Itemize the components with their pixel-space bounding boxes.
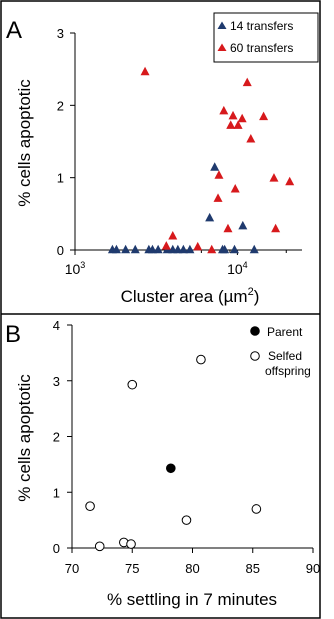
point-60-transfers — [285, 176, 295, 186]
panel-b-legend: Parent Selfed offspring — [250, 325, 311, 378]
panel-a-y-tick-label: 3 — [57, 26, 64, 41]
point-selfed-offspring — [85, 501, 95, 511]
point-14-transfers — [130, 244, 140, 254]
panel-b-xlabel: % settling in 7 minutes — [107, 590, 277, 609]
panel-b-label: B — [5, 321, 21, 348]
panel-a-x-tick-label: 103 — [65, 260, 86, 277]
panel-b: B % cells apoptotic 0 1 2 3 4 70 75 80 85 90 Par… — [5, 318, 320, 609]
panel-a: A % cells apoptotic 0 1 2 3 103 104 14 trans… — [6, 12, 319, 306]
panel-a-legend: 14 transfers 60 transfers — [213, 12, 319, 63]
point-14-transfers — [249, 244, 259, 254]
point-60-transfers — [140, 66, 150, 76]
panel-b-y-tick-label: 2 — [53, 430, 60, 445]
point-selfed-offspring — [126, 539, 136, 549]
panel-a-xlabel-sup: 2 — [248, 286, 254, 298]
point-14-transfers — [178, 244, 188, 254]
legend-label-14-transfers: 14 transfers — [230, 19, 293, 33]
point-14-transfers — [147, 244, 157, 254]
point-60-transfers — [269, 173, 279, 182]
panel-a-legend-box — [213, 12, 319, 63]
panel-a-label: A — [6, 17, 22, 44]
legend-marker-60-transfers — [217, 43, 227, 51]
point-14-transfers — [185, 244, 195, 254]
point-14-transfers — [153, 244, 163, 254]
panel-a-x-tick-label: 104 — [227, 260, 248, 277]
panel-a-y-tick-label: 0 — [57, 243, 64, 258]
point-selfed-offspring — [94, 541, 105, 552]
point-60-transfers — [226, 120, 236, 129]
point-14-transfers — [220, 244, 230, 254]
point-selfed-offspring — [251, 504, 262, 514]
legend-label-offspring: offspring — [265, 364, 311, 378]
panel-a-y-tick-label: 2 — [57, 98, 64, 113]
point-60-transfers — [237, 113, 247, 123]
panel-b-x-tick-label: 70 — [65, 561, 79, 576]
panel-a-y-axis-label: % cells apoptotic — [15, 79, 34, 207]
panel-b-y-tick-label: 3 — [53, 374, 60, 389]
panel-a-ylabel: % cells apoptotic — [15, 79, 34, 207]
point-14-transfers — [230, 244, 240, 254]
point-14-transfers — [205, 212, 215, 222]
panel-a-y-tick-label: 1 — [57, 171, 64, 186]
panel-b-y-tick-label: 1 — [53, 485, 60, 500]
legend-marker-parent — [250, 326, 260, 336]
point-60-transfers — [230, 183, 240, 193]
point-60-transfers — [219, 105, 229, 115]
point-14-transfers — [121, 244, 131, 254]
panel-b-y-tick-label: 0 — [53, 541, 60, 556]
legend-label-60-transfers: 60 transfers — [230, 41, 293, 55]
figure-border — [0, 0, 321, 619]
point-selfed-offspring — [127, 379, 138, 390]
point-60-transfers — [259, 111, 269, 121]
point-selfed-offspring — [196, 354, 206, 365]
point-60-transfers — [213, 193, 223, 202]
point-selfed-offspring — [181, 515, 192, 525]
point-14-transfers — [111, 244, 121, 254]
point-60-transfers — [271, 223, 281, 233]
point-parent — [166, 463, 176, 474]
legend-label-selfed: Selfed — [268, 349, 302, 363]
point-60-transfers — [168, 230, 178, 240]
point-60-transfers — [207, 244, 217, 254]
panel-b-ylabel: % cells apoptotic — [15, 374, 34, 502]
panel-a-xlabel-base: Cluster area (µm — [121, 287, 248, 306]
point-14-transfers — [238, 220, 248, 230]
panel-b-x-tick-label: 75 — [125, 561, 139, 576]
panel-b-x-tick-label: 90 — [306, 561, 320, 576]
panel-a-xlabel-close: ) — [254, 287, 260, 306]
panel-a-xlabel: Cluster area (µm2) — [121, 286, 260, 306]
panel-b-y-axis-label: % cells apoptotic — [15, 374, 34, 502]
point-60-transfers — [214, 170, 224, 179]
point-60-transfers — [242, 77, 252, 87]
point-60-transfers — [223, 223, 233, 233]
panel-b-x-tick-label: 80 — [185, 561, 199, 576]
legend-label-parent: Parent — [267, 325, 303, 339]
legend-marker-14-transfers — [217, 21, 227, 29]
point-60-transfers — [233, 120, 243, 129]
point-60-transfers — [228, 110, 238, 120]
panel-b-y-tick-label: 4 — [53, 318, 60, 333]
point-60-transfers — [161, 241, 171, 250]
panel-b-x-tick-label: 85 — [246, 561, 260, 576]
point-14-transfers — [210, 162, 220, 171]
legend-marker-selfed-offspring — [250, 351, 260, 361]
point-60-transfers — [193, 241, 203, 251]
point-60-transfers — [246, 134, 256, 143]
